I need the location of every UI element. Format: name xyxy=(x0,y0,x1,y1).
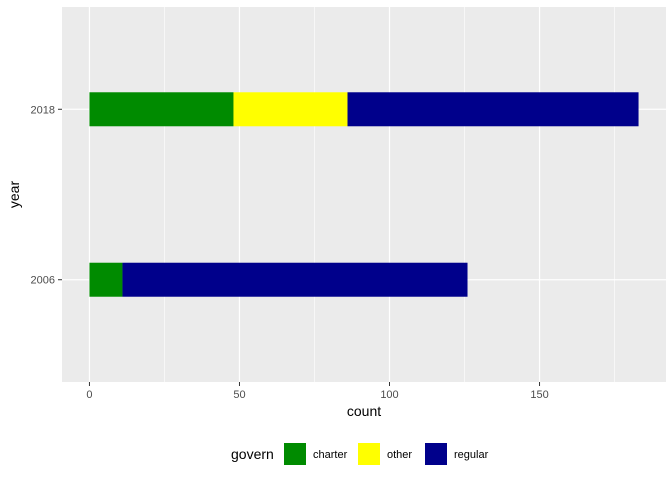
x-tick-label: 50 xyxy=(233,389,245,401)
bar-charter-2018 xyxy=(89,92,234,127)
y-axis-title: year xyxy=(6,181,22,209)
bar-regular-2006 xyxy=(122,262,468,297)
legend-label-charter: charter xyxy=(313,449,348,461)
legend-title: govern xyxy=(231,446,274,462)
x-tick-label: 0 xyxy=(86,389,92,401)
x-axis: 0 50 100 150 xyxy=(86,382,549,401)
bars xyxy=(89,92,639,297)
y-tick-label: 2006 xyxy=(31,275,55,287)
y-tick-label: 2018 xyxy=(31,104,55,116)
x-tick-label: 150 xyxy=(530,389,548,401)
legend-key-regular xyxy=(425,443,447,465)
bar-regular-2018 xyxy=(347,92,639,127)
plot-panel xyxy=(62,7,666,382)
y-axis: 2006 2018 xyxy=(31,104,62,287)
legend-key-other xyxy=(358,443,380,465)
x-axis-title: count xyxy=(347,403,381,419)
bar-charter-2006 xyxy=(89,262,123,297)
legend-label-regular: regular xyxy=(454,449,489,461)
legend-label-other: other xyxy=(387,449,412,461)
legend-key-charter xyxy=(284,443,306,465)
bar-other-2018 xyxy=(233,92,348,127)
legend: govern charter other regular xyxy=(231,443,489,465)
x-tick-label: 100 xyxy=(380,389,398,401)
